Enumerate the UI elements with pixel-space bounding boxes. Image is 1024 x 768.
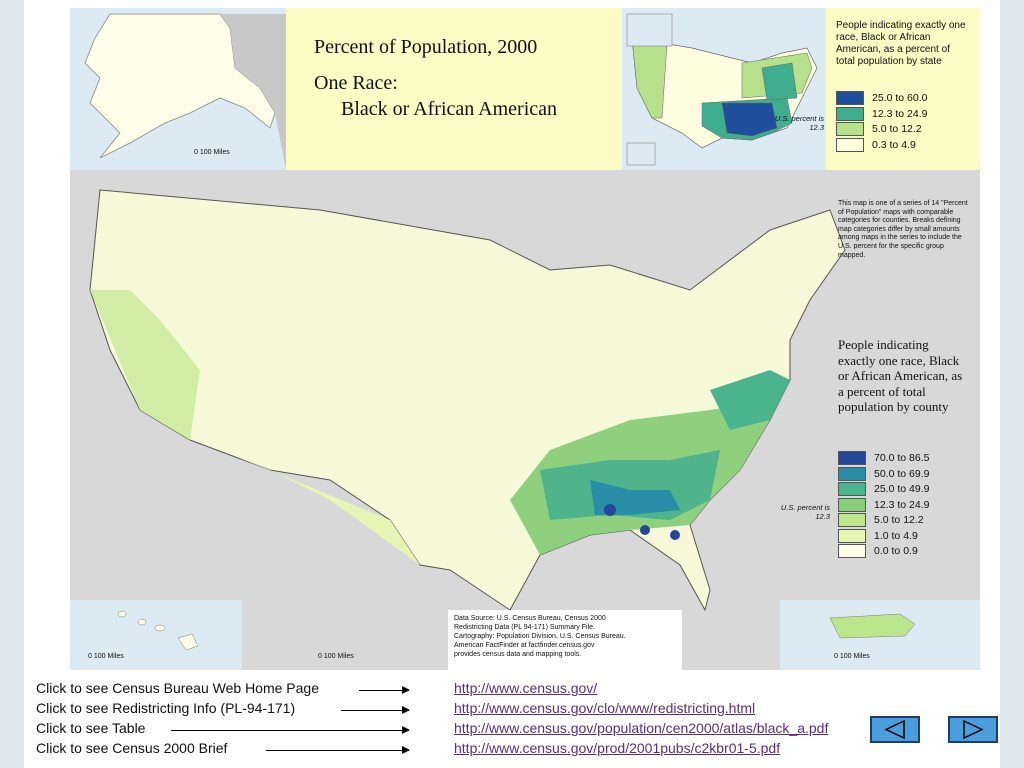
hawaii-map [117,610,199,651]
alaska-inset: 0 100 Miles [70,8,286,170]
legend-swatch [836,137,864,152]
link-label-brief: Click to see Census 2000 Brief [36,740,228,756]
map-subtitle: One Race: [314,72,398,94]
state-legend-heading: People indicating exactly one race, Blac… [836,20,966,67]
link-label-redistricting: Click to see Redistricting Info (PL-94-1… [36,700,296,716]
state-legend: People indicating exactly one race, Blac… [775,8,980,170]
link-brief[interactable]: http://www.census.gov/prod/2001pubs/c2kb… [454,740,781,756]
state-legend-item: 5.0 to 12.2 [836,121,922,137]
legend-label: 0.0 to 0.9 [874,545,918,557]
legend-label: 25.0 to 60.0 [872,92,928,104]
conus-map [89,189,846,612]
county-legend-heading: People indicating exactly one race, Blac… [838,337,963,414]
map-title: Percent of Population, 2000 [314,36,538,58]
puerto-rico-scale: 0 100 Miles [834,653,870,660]
legend-swatch [838,451,866,465]
state-legend-item: 25.0 to 60.0 [836,90,927,106]
county-legend-item: 12.3 to 24.9 [838,497,929,513]
legend-label: 5.0 to 12.2 [872,123,922,135]
state-map [626,13,818,166]
alaska-map [84,13,286,170]
legend-swatch [838,497,866,512]
legend-swatch [836,91,864,105]
county-legend-item: 50.0 to 69.9 [838,466,929,482]
legend-swatch [838,513,866,527]
source-line-5: provides census data and mapping tools. [454,651,582,658]
legend-swatch [836,122,864,136]
source-line-2: Redistricting Data (PL 94-171) Summary F… [454,624,595,631]
county-legend-item: 70.0 to 86.5 [838,450,929,466]
arrow-icon [341,706,410,714]
title-panel: Percent of Population, 2000 One Race: Bl… [286,8,622,170]
slide: 0 100 Miles Percent of Population, 2000 … [24,0,1000,768]
triangle-left-icon [884,719,905,740]
link-label-home: Click to see Census Bureau Web Home Page [36,680,319,696]
hawaii-inset: 0 100 Miles [70,600,242,670]
legend-label: 12.3 to 24.9 [874,498,930,511]
census-map: 0 100 Miles Percent of Population, 2000 … [70,8,980,670]
legend-label: 5.0 to 12.2 [874,514,924,526]
main-scale: 0 100 Miles [318,653,354,660]
state-inset [622,8,826,170]
alaska-scale: 0 100 Miles [194,149,230,156]
legend-label: 0.3 to 4.9 [872,138,916,151]
state-legend-item: 12.3 to 24.9 [836,106,927,122]
next-button[interactable] [948,716,998,743]
previous-button[interactable] [870,716,920,743]
legend-swatch [836,106,864,121]
puerto-rico-inset: 0 100 Miles [780,600,980,670]
hawaii-scale: 0 100 Miles [88,653,124,660]
county-legend-item: 0.0 to 0.9 [838,543,918,559]
legend-label: 25.0 to 49.9 [874,483,930,495]
legend-label: 1.0 to 4.9 [874,529,918,542]
legend-label: 70.0 to 86.5 [874,452,930,464]
map-subtitle-2: Black or African American [341,98,558,120]
county-legend-item: 5.0 to 12.2 [838,512,924,528]
legend-label: 12.3 to 24.9 [872,107,928,120]
triangle-right-icon [963,719,984,740]
link-label-table: Click to see Table [36,720,146,736]
source-note: Data Source: U.S. Census Bureau, Census … [448,610,682,670]
link-census-home[interactable]: http://www.census.gov/ [454,680,598,696]
series-note: This map is one of a series of 14 "Perce… [838,200,968,259]
puerto-rico-map [829,613,916,639]
county-legend-item: 1.0 to 4.9 [838,528,918,544]
legend-swatch [838,544,866,558]
link-table[interactable]: http://www.census.gov/population/cen2000… [454,720,829,736]
source-line-3: Cartography: Population Division, U.S. C… [454,633,626,640]
county-us-percent: U.S. percent is 12.3 [780,503,830,521]
legend-label: 50.0 to 69.9 [874,467,930,480]
legend-swatch [838,482,866,496]
arrow-icon [359,686,410,694]
county-legend-item: 25.0 to 49.9 [838,481,929,497]
arrow-icon [266,746,410,754]
legend-swatch [838,466,866,481]
source-line-1: Data Source: U.S. Census Bureau, Census … [454,615,606,622]
state-us-percent: U.S. percent is 12.3 [774,114,824,132]
link-redistricting[interactable]: http://www.census.gov/clo/www/redistrict… [454,700,756,716]
arrow-icon [171,726,410,734]
main-map: This map is one of a series of 14 "Perce… [70,170,980,670]
source-line-4: American FactFinder at factfinder.census… [454,642,595,649]
state-legend-item: 0.3 to 4.9 [836,137,916,153]
legend-swatch [838,528,866,543]
